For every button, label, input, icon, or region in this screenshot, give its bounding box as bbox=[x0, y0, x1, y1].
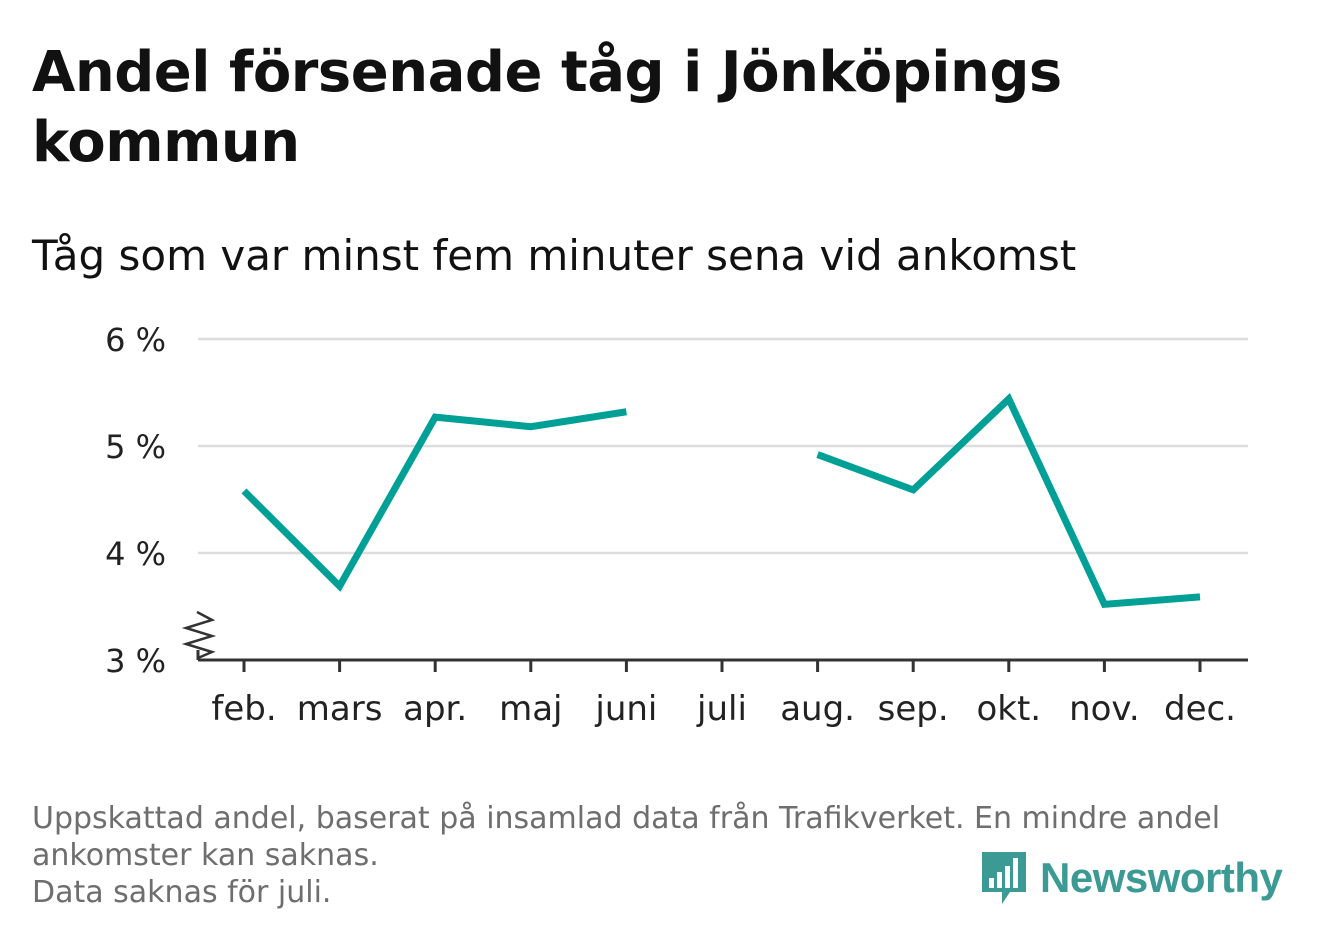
y-tick-label: 6 % bbox=[105, 321, 166, 359]
y-tick-label: 3 % bbox=[105, 642, 166, 680]
y-tick-label: 5 % bbox=[105, 428, 166, 466]
footnote-line-2: ankomster kan saknas. bbox=[32, 838, 379, 873]
logo-text: Newsworthy bbox=[1040, 854, 1283, 901]
chart-subtitle: Tåg som var minst fem minuter sena vid a… bbox=[32, 231, 1077, 280]
footnote-line-3: Data saknas för juli. bbox=[32, 875, 332, 910]
chart-footnote: Uppskattad andel, baserat på insamlad da… bbox=[32, 800, 1282, 911]
y-axis-ticks: 3 % 4 % 5 % 6 % bbox=[105, 321, 166, 680]
axis-break-icon bbox=[181, 610, 217, 660]
x-tick-label: juni bbox=[594, 689, 657, 729]
x-tick-label: nov. bbox=[1069, 689, 1140, 729]
grid-lines bbox=[198, 337, 1248, 555]
series-line-segment bbox=[816, 393, 1201, 609]
line-chart: 3 % 4 % 5 % 6 % feb. mars apr. maj juni juli aug.… bbox=[105, 321, 1248, 729]
x-tick-label: juli bbox=[696, 689, 747, 729]
chart-title: Andel försenade tåg i Jönköpings kommun bbox=[32, 40, 1062, 175]
x-tick-label: maj bbox=[499, 689, 562, 729]
footnote-line-1: Uppskattad andel, baserat på insamlad da… bbox=[32, 801, 1221, 836]
x-tick-label: dec. bbox=[1164, 689, 1236, 729]
x-axis bbox=[181, 610, 1248, 662]
x-tick-label: mars bbox=[297, 689, 383, 729]
y-tick-label: 4 % bbox=[105, 535, 166, 573]
newsworthy-logo: Newsworthy bbox=[980, 848, 1283, 908]
newsworthy-logo-icon bbox=[982, 852, 1026, 904]
x-tick-label: apr. bbox=[403, 689, 467, 729]
series-lines bbox=[241, 393, 1201, 609]
x-tick-label: aug. bbox=[780, 689, 855, 729]
series-line-segment bbox=[241, 408, 627, 592]
x-axis-ticks: feb. mars apr. maj juni juli aug. sep. okt. nov. d… bbox=[211, 660, 1236, 729]
x-tick-label: sep. bbox=[878, 689, 949, 729]
x-tick-label: feb. bbox=[211, 689, 276, 729]
x-tick-label: okt. bbox=[976, 689, 1041, 729]
